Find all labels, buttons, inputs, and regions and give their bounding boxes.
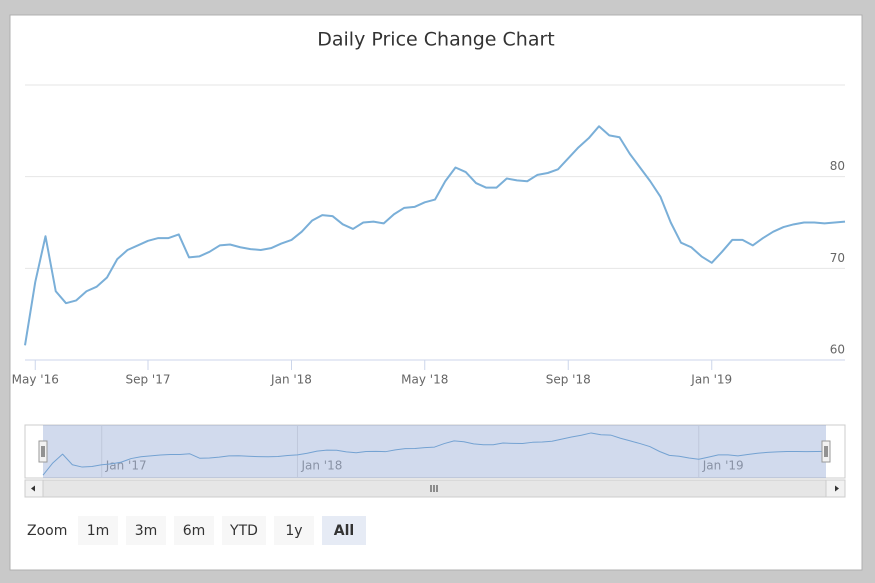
range-button-label[interactable]: YTD xyxy=(229,523,258,539)
navigator-line xyxy=(42,432,827,476)
range-button[interactable] xyxy=(78,516,118,545)
y-tick-label: 70 xyxy=(830,251,845,265)
scroll-right-arrow[interactable] xyxy=(835,485,839,492)
range-button[interactable] xyxy=(126,516,166,545)
navigator-tick-label: Jan '17 xyxy=(105,459,147,473)
zoom-label: Zoom xyxy=(27,523,67,539)
handle-grip xyxy=(824,446,828,457)
navigator-tick-label: Jan '18 xyxy=(300,459,342,473)
navigator-tick-label: Jan '19 xyxy=(702,459,744,473)
price-line xyxy=(24,125,846,346)
handle-grip xyxy=(41,446,45,457)
navigator-mask xyxy=(43,425,826,478)
x-tick-label: Jan '18 xyxy=(270,373,312,387)
x-tick-label: May '18 xyxy=(401,373,448,387)
x-tick-label: Sep '18 xyxy=(546,373,591,387)
y-tick-label: 60 xyxy=(830,343,845,357)
range-button[interactable] xyxy=(322,516,366,545)
y-tick-label: 80 xyxy=(830,159,845,173)
range-button[interactable] xyxy=(222,516,266,545)
x-tick-label: Jan '19 xyxy=(690,373,732,387)
range-button[interactable] xyxy=(174,516,214,545)
range-button-label[interactable]: 1m xyxy=(87,523,110,539)
navigator xyxy=(24,424,846,479)
navigator-handle[interactable] xyxy=(38,440,48,463)
range-button-label[interactable]: 1y xyxy=(285,523,302,539)
scroll-left-arrow[interactable] xyxy=(31,485,35,492)
range-button-label[interactable]: 3m xyxy=(135,523,158,539)
x-tick-label: Sep '17 xyxy=(126,373,171,387)
range-button[interactable] xyxy=(274,516,314,545)
navigator-handle[interactable] xyxy=(821,440,831,463)
range-button-label[interactable]: All xyxy=(334,523,354,539)
chart-title: Daily Price Change Chart xyxy=(317,29,555,51)
x-tick-label: May '16 xyxy=(12,373,59,387)
range-button-label[interactable]: 6m xyxy=(183,523,206,539)
scrollbar-grip xyxy=(430,485,438,492)
